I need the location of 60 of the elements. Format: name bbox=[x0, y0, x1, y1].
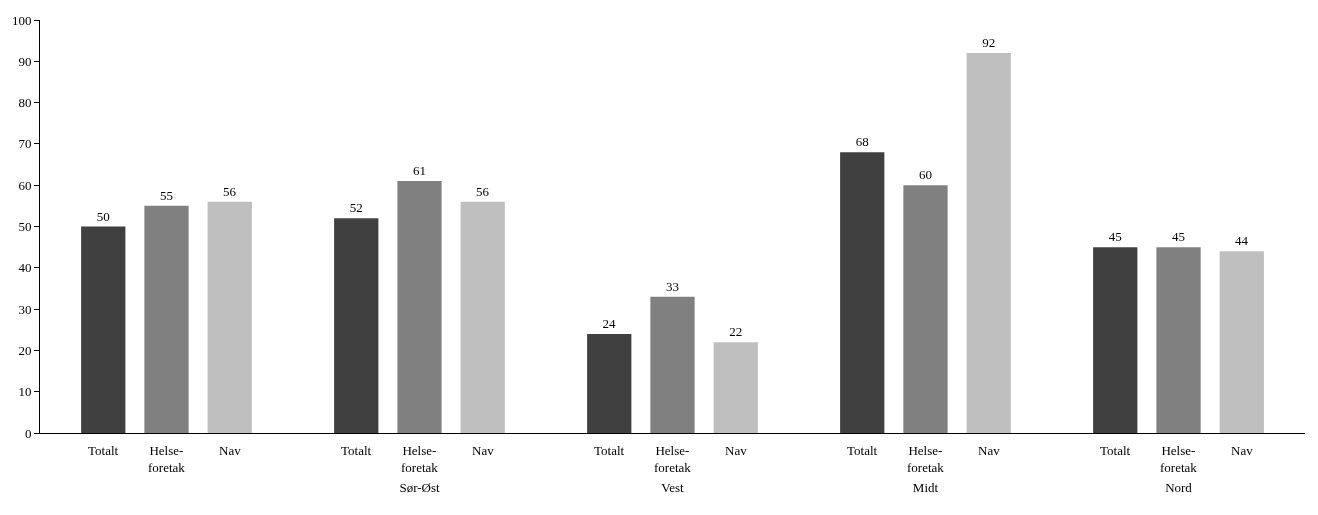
text: Helse-foretak bbox=[1160, 443, 1197, 475]
text: Helse-foretak bbox=[654, 443, 691, 475]
data-label: 45 bbox=[1108, 229, 1122, 245]
y-tick-label: 30 bbox=[18, 301, 32, 317]
bar bbox=[1219, 251, 1264, 433]
data-label: 56 bbox=[476, 183, 490, 199]
y-tick-label: 10 bbox=[18, 384, 32, 400]
text: Totalt bbox=[847, 443, 878, 458]
series-label: Helse-foretak bbox=[148, 443, 186, 475]
y-tick-label: 70 bbox=[18, 136, 32, 152]
data-label: 33 bbox=[666, 278, 679, 294]
data-label: 45 bbox=[1172, 229, 1185, 245]
text: Nav bbox=[978, 443, 1000, 458]
text: Nav bbox=[1231, 443, 1253, 458]
data-label: 22 bbox=[729, 324, 743, 340]
text: Helse-foretak bbox=[401, 443, 438, 475]
bar bbox=[397, 181, 442, 433]
x-tick-label: Nord bbox=[1165, 479, 1193, 495]
bar bbox=[334, 218, 379, 433]
text: Nav bbox=[472, 443, 494, 458]
data-label: 52 bbox=[349, 200, 363, 216]
bar bbox=[81, 226, 126, 433]
data-label: 50 bbox=[96, 208, 110, 224]
y-tick-label: 100 bbox=[11, 12, 32, 28]
y-tick-label: 80 bbox=[18, 95, 32, 111]
series-label: Totalt bbox=[88, 443, 119, 458]
data-label: 68 bbox=[855, 134, 869, 150]
data-label: 55 bbox=[160, 187, 173, 203]
series-label: Nav bbox=[219, 443, 242, 458]
bar bbox=[840, 152, 885, 433]
bar bbox=[1156, 247, 1201, 433]
bar bbox=[460, 201, 505, 433]
bar bbox=[144, 205, 189, 433]
x-tick-label: Vest bbox=[661, 479, 685, 495]
y-tick-label: 20 bbox=[18, 342, 32, 358]
x-tick-label: Sør-Øst bbox=[399, 479, 440, 495]
bar bbox=[966, 53, 1011, 433]
data-label: 61 bbox=[413, 163, 426, 179]
y-tick-label: 50 bbox=[18, 219, 32, 235]
bar bbox=[587, 333, 632, 433]
y-tick-label: 90 bbox=[18, 53, 32, 69]
bar bbox=[903, 185, 948, 433]
y-tick-label: 60 bbox=[18, 177, 32, 193]
data-label: 60 bbox=[919, 167, 932, 183]
bar bbox=[650, 296, 695, 433]
text: Helse-foretak bbox=[907, 443, 944, 475]
text: Totalt bbox=[341, 443, 372, 458]
data-label: 24 bbox=[602, 315, 616, 331]
data-label: 56 bbox=[223, 183, 237, 199]
bar bbox=[1093, 247, 1138, 433]
data-label: 44 bbox=[1235, 233, 1249, 249]
bar bbox=[713, 342, 758, 433]
bar bbox=[207, 201, 252, 433]
x-tick-label: Midt bbox=[912, 479, 939, 495]
text: Totalt bbox=[1100, 443, 1131, 458]
text: Totalt bbox=[594, 443, 625, 458]
text: Nav bbox=[725, 443, 747, 458]
data-label: 92 bbox=[982, 35, 996, 51]
y-tick-label: 0 bbox=[24, 425, 32, 441]
y-tick-label: 40 bbox=[18, 260, 32, 276]
